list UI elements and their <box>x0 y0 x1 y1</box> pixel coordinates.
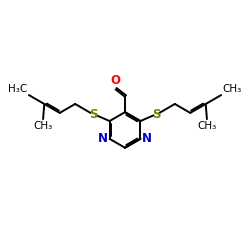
Text: CH₃: CH₃ <box>197 121 216 131</box>
Text: H₃C: H₃C <box>8 84 28 94</box>
Text: S: S <box>89 108 98 120</box>
Text: N: N <box>98 132 108 145</box>
Text: S: S <box>152 108 161 120</box>
Text: CH₃: CH₃ <box>222 84 242 94</box>
Text: O: O <box>110 74 120 88</box>
Text: CH₃: CH₃ <box>34 121 53 131</box>
Text: N: N <box>142 132 152 145</box>
